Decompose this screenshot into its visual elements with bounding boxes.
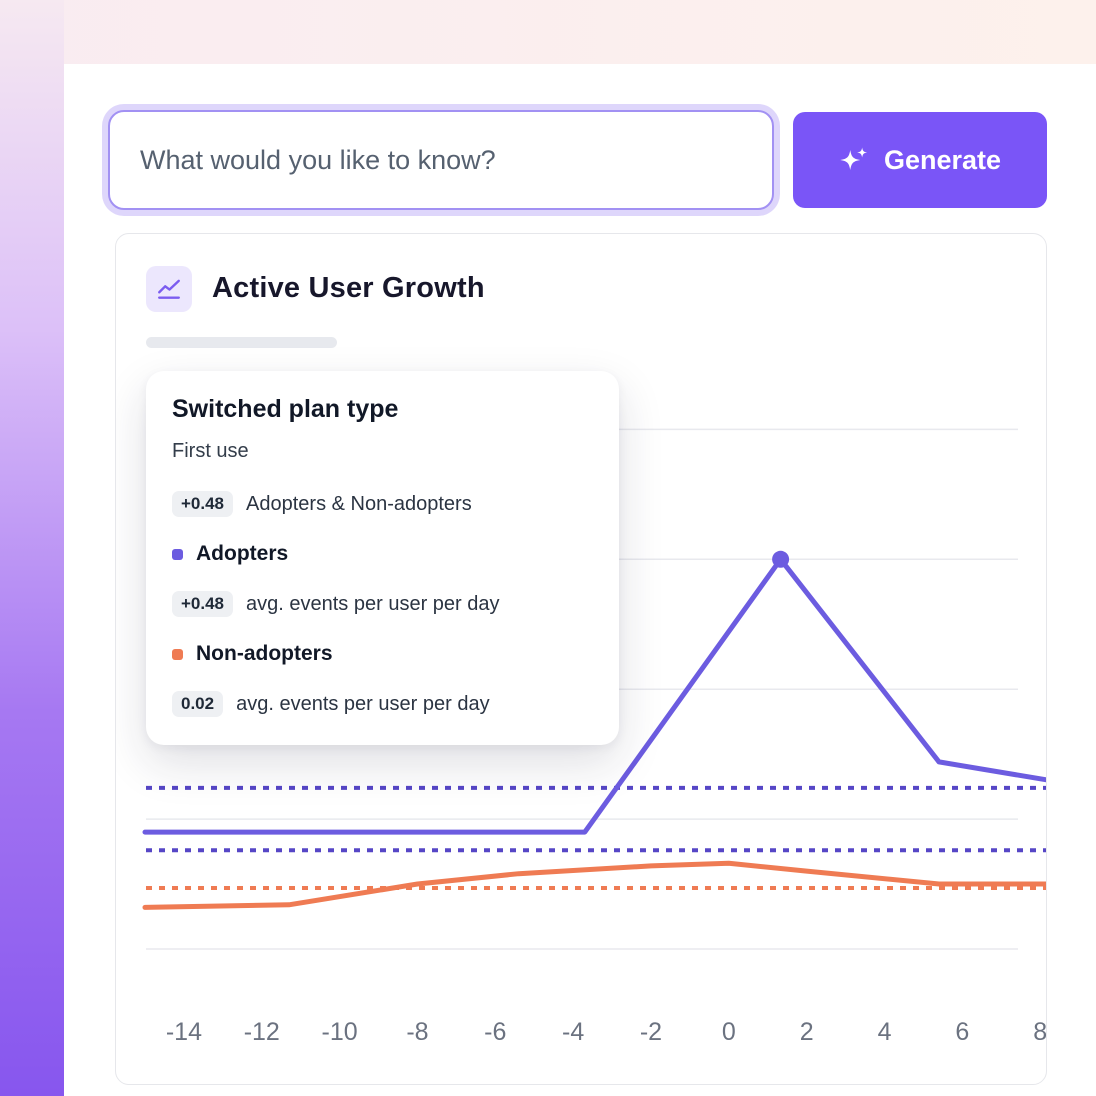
adopters-bullet-icon <box>172 548 183 560</box>
chart-tooltip: Switched plan type First use +0.48 Adopt… <box>146 371 619 745</box>
main-panel: Generate Active User Growth -14 -12 -10 -8 -… <box>64 64 1096 1096</box>
x-tick-label: 4 <box>878 1018 892 1046</box>
x-tick-label: 0 <box>722 1018 736 1046</box>
tooltip-title: Switched plan type <box>172 395 399 423</box>
top-gradient-band <box>0 0 1096 64</box>
x-tick-label: -12 <box>244 1018 280 1046</box>
tooltip-row-label: avg. events per user per day <box>236 692 490 715</box>
tooltip-row-combined: +0.48 Adopters & Non-adopters <box>172 491 593 517</box>
skeleton-loader-bar <box>146 337 337 348</box>
x-tick-label: 8 <box>1033 1018 1047 1046</box>
chart-card: Active User Growth -14 -12 -10 -8 -6 -4 -2 0 2 4 6… <box>115 233 1047 1085</box>
left-gradient-band <box>0 0 64 1096</box>
generate-button[interactable]: Generate <box>793 112 1047 208</box>
x-tick-label: -4 <box>562 1018 584 1046</box>
value-badge: +0.48 <box>172 491 234 517</box>
query-input[interactable] <box>108 110 774 210</box>
x-tick-label: 2 <box>800 1018 814 1046</box>
x-tick-label: -14 <box>166 1018 202 1046</box>
value-badge: 0.02 <box>172 691 224 717</box>
series-name-label: Non-adopters <box>196 642 333 665</box>
generate-button-label: Generate <box>883 144 1002 175</box>
x-tick-label: -8 <box>406 1018 428 1046</box>
x-tick-label: -10 <box>322 1018 358 1046</box>
tooltip-row-nonadopters-value: 0.02 avg. events per user per day <box>172 691 593 717</box>
non-adopters-bullet-icon <box>172 648 183 660</box>
series-name-label: Adopters <box>196 542 289 565</box>
x-tick-label: -2 <box>640 1018 662 1046</box>
card-title: Active User Growth <box>212 272 485 304</box>
tooltip-row-label: Adopters & Non-adopters <box>246 492 472 515</box>
peak-marker-dot <box>772 550 790 568</box>
tooltip-row-adopters: Adopters <box>172 542 593 566</box>
sparkle-icon <box>839 145 869 175</box>
tooltip-row-nonadopters: Non-adopters <box>172 642 593 666</box>
x-tick-label: -6 <box>484 1018 506 1046</box>
tooltip-row-label: avg. events per user per day <box>246 592 500 615</box>
x-tick-label: 6 <box>955 1018 969 1046</box>
tooltip-row-adopters-value: +0.48 avg. events per user per day <box>172 591 593 617</box>
tooltip-subtitle: First use <box>172 440 249 462</box>
line-chart-icon <box>146 266 192 312</box>
value-badge: +0.48 <box>172 591 234 617</box>
series-line-non-adopters <box>142 860 1046 910</box>
